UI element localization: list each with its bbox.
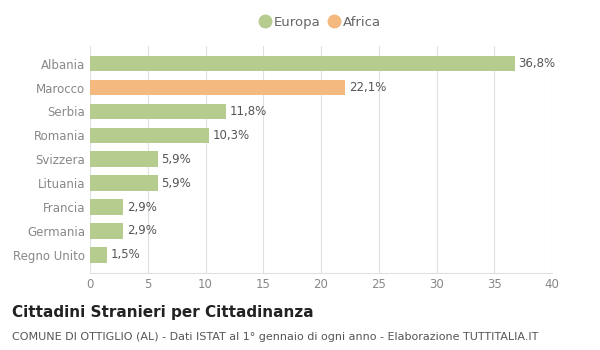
Text: 1,5%: 1,5% bbox=[111, 248, 140, 261]
Text: Cittadini Stranieri per Cittadinanza: Cittadini Stranieri per Cittadinanza bbox=[12, 304, 314, 320]
Legend: Europa, Africa: Europa, Africa bbox=[262, 16, 380, 29]
Bar bbox=[90, 80, 345, 95]
Bar bbox=[90, 104, 226, 119]
Text: 36,8%: 36,8% bbox=[518, 57, 556, 70]
Text: 2,9%: 2,9% bbox=[127, 224, 157, 238]
Bar bbox=[90, 247, 107, 262]
Bar bbox=[90, 223, 124, 239]
Text: COMUNE DI OTTIGLIO (AL) - Dati ISTAT al 1° gennaio di ogni anno - Elaborazione T: COMUNE DI OTTIGLIO (AL) - Dati ISTAT al … bbox=[12, 332, 538, 343]
Bar bbox=[90, 199, 124, 215]
Text: 22,1%: 22,1% bbox=[349, 81, 386, 94]
Text: 5,9%: 5,9% bbox=[161, 153, 191, 166]
Bar bbox=[90, 152, 158, 167]
Text: 10,3%: 10,3% bbox=[212, 129, 250, 142]
Bar bbox=[90, 175, 158, 191]
Text: 5,9%: 5,9% bbox=[161, 177, 191, 190]
Text: 11,8%: 11,8% bbox=[230, 105, 267, 118]
Text: 2,9%: 2,9% bbox=[127, 201, 157, 214]
Bar bbox=[90, 127, 209, 143]
Bar bbox=[90, 56, 515, 71]
